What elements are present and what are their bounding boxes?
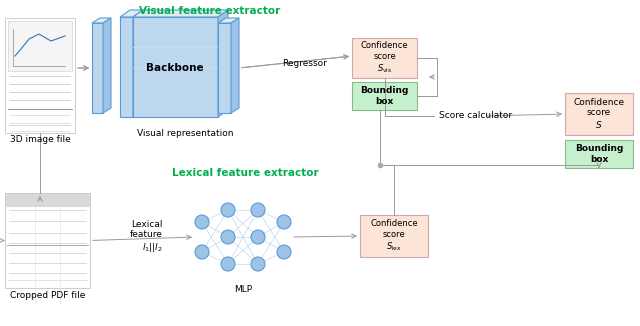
Polygon shape bbox=[120, 10, 143, 17]
Text: Regressor: Regressor bbox=[283, 58, 328, 67]
Text: Backbone: Backbone bbox=[146, 63, 204, 73]
Circle shape bbox=[277, 215, 291, 229]
Polygon shape bbox=[133, 10, 143, 117]
Bar bbox=[8, 21, 72, 71]
Bar bbox=[565, 140, 633, 168]
Polygon shape bbox=[92, 23, 103, 113]
Polygon shape bbox=[120, 17, 133, 117]
Circle shape bbox=[221, 203, 235, 217]
Circle shape bbox=[251, 203, 265, 217]
Bar bbox=[6, 194, 89, 206]
Text: Cropped PDF file: Cropped PDF file bbox=[10, 291, 85, 301]
Text: Lexical
feature
$l_1 || l_2$: Lexical feature $l_1 || l_2$ bbox=[130, 220, 163, 254]
Circle shape bbox=[195, 215, 209, 229]
Polygon shape bbox=[103, 18, 111, 113]
Text: 3D image file: 3D image file bbox=[10, 135, 70, 143]
Circle shape bbox=[251, 257, 265, 271]
Polygon shape bbox=[92, 18, 111, 23]
Bar bbox=[360, 215, 428, 257]
Text: Score calculator: Score calculator bbox=[440, 111, 513, 121]
Polygon shape bbox=[218, 18, 239, 23]
Polygon shape bbox=[218, 10, 228, 117]
Polygon shape bbox=[133, 10, 228, 17]
Polygon shape bbox=[231, 18, 239, 113]
Polygon shape bbox=[218, 23, 231, 113]
Circle shape bbox=[195, 245, 209, 259]
Text: Visual representation: Visual representation bbox=[137, 128, 233, 138]
Circle shape bbox=[251, 230, 265, 244]
Polygon shape bbox=[133, 17, 218, 117]
Text: Visual feature extractor: Visual feature extractor bbox=[140, 6, 280, 16]
Bar bbox=[352, 38, 417, 78]
Bar bbox=[352, 82, 417, 110]
Bar bbox=[565, 93, 633, 135]
Text: Confidence
score
$S_{\mathrm{lex}}$: Confidence score $S_{\mathrm{lex}}$ bbox=[370, 219, 418, 253]
Circle shape bbox=[221, 257, 235, 271]
Circle shape bbox=[277, 245, 291, 259]
Text: Lexical feature extractor: Lexical feature extractor bbox=[172, 168, 318, 178]
Bar bbox=[5, 193, 90, 288]
Text: Bounding
box: Bounding box bbox=[575, 144, 623, 164]
Text: Bounding
box: Bounding box bbox=[360, 86, 409, 106]
Circle shape bbox=[221, 230, 235, 244]
Text: Confidence
score
$S$: Confidence score $S$ bbox=[573, 98, 625, 130]
Text: Confidence
score
$S_{\mathrm{vis}}$: Confidence score $S_{\mathrm{vis}}$ bbox=[361, 41, 408, 75]
Text: MLP: MLP bbox=[234, 286, 252, 294]
Bar bbox=[5, 18, 75, 133]
